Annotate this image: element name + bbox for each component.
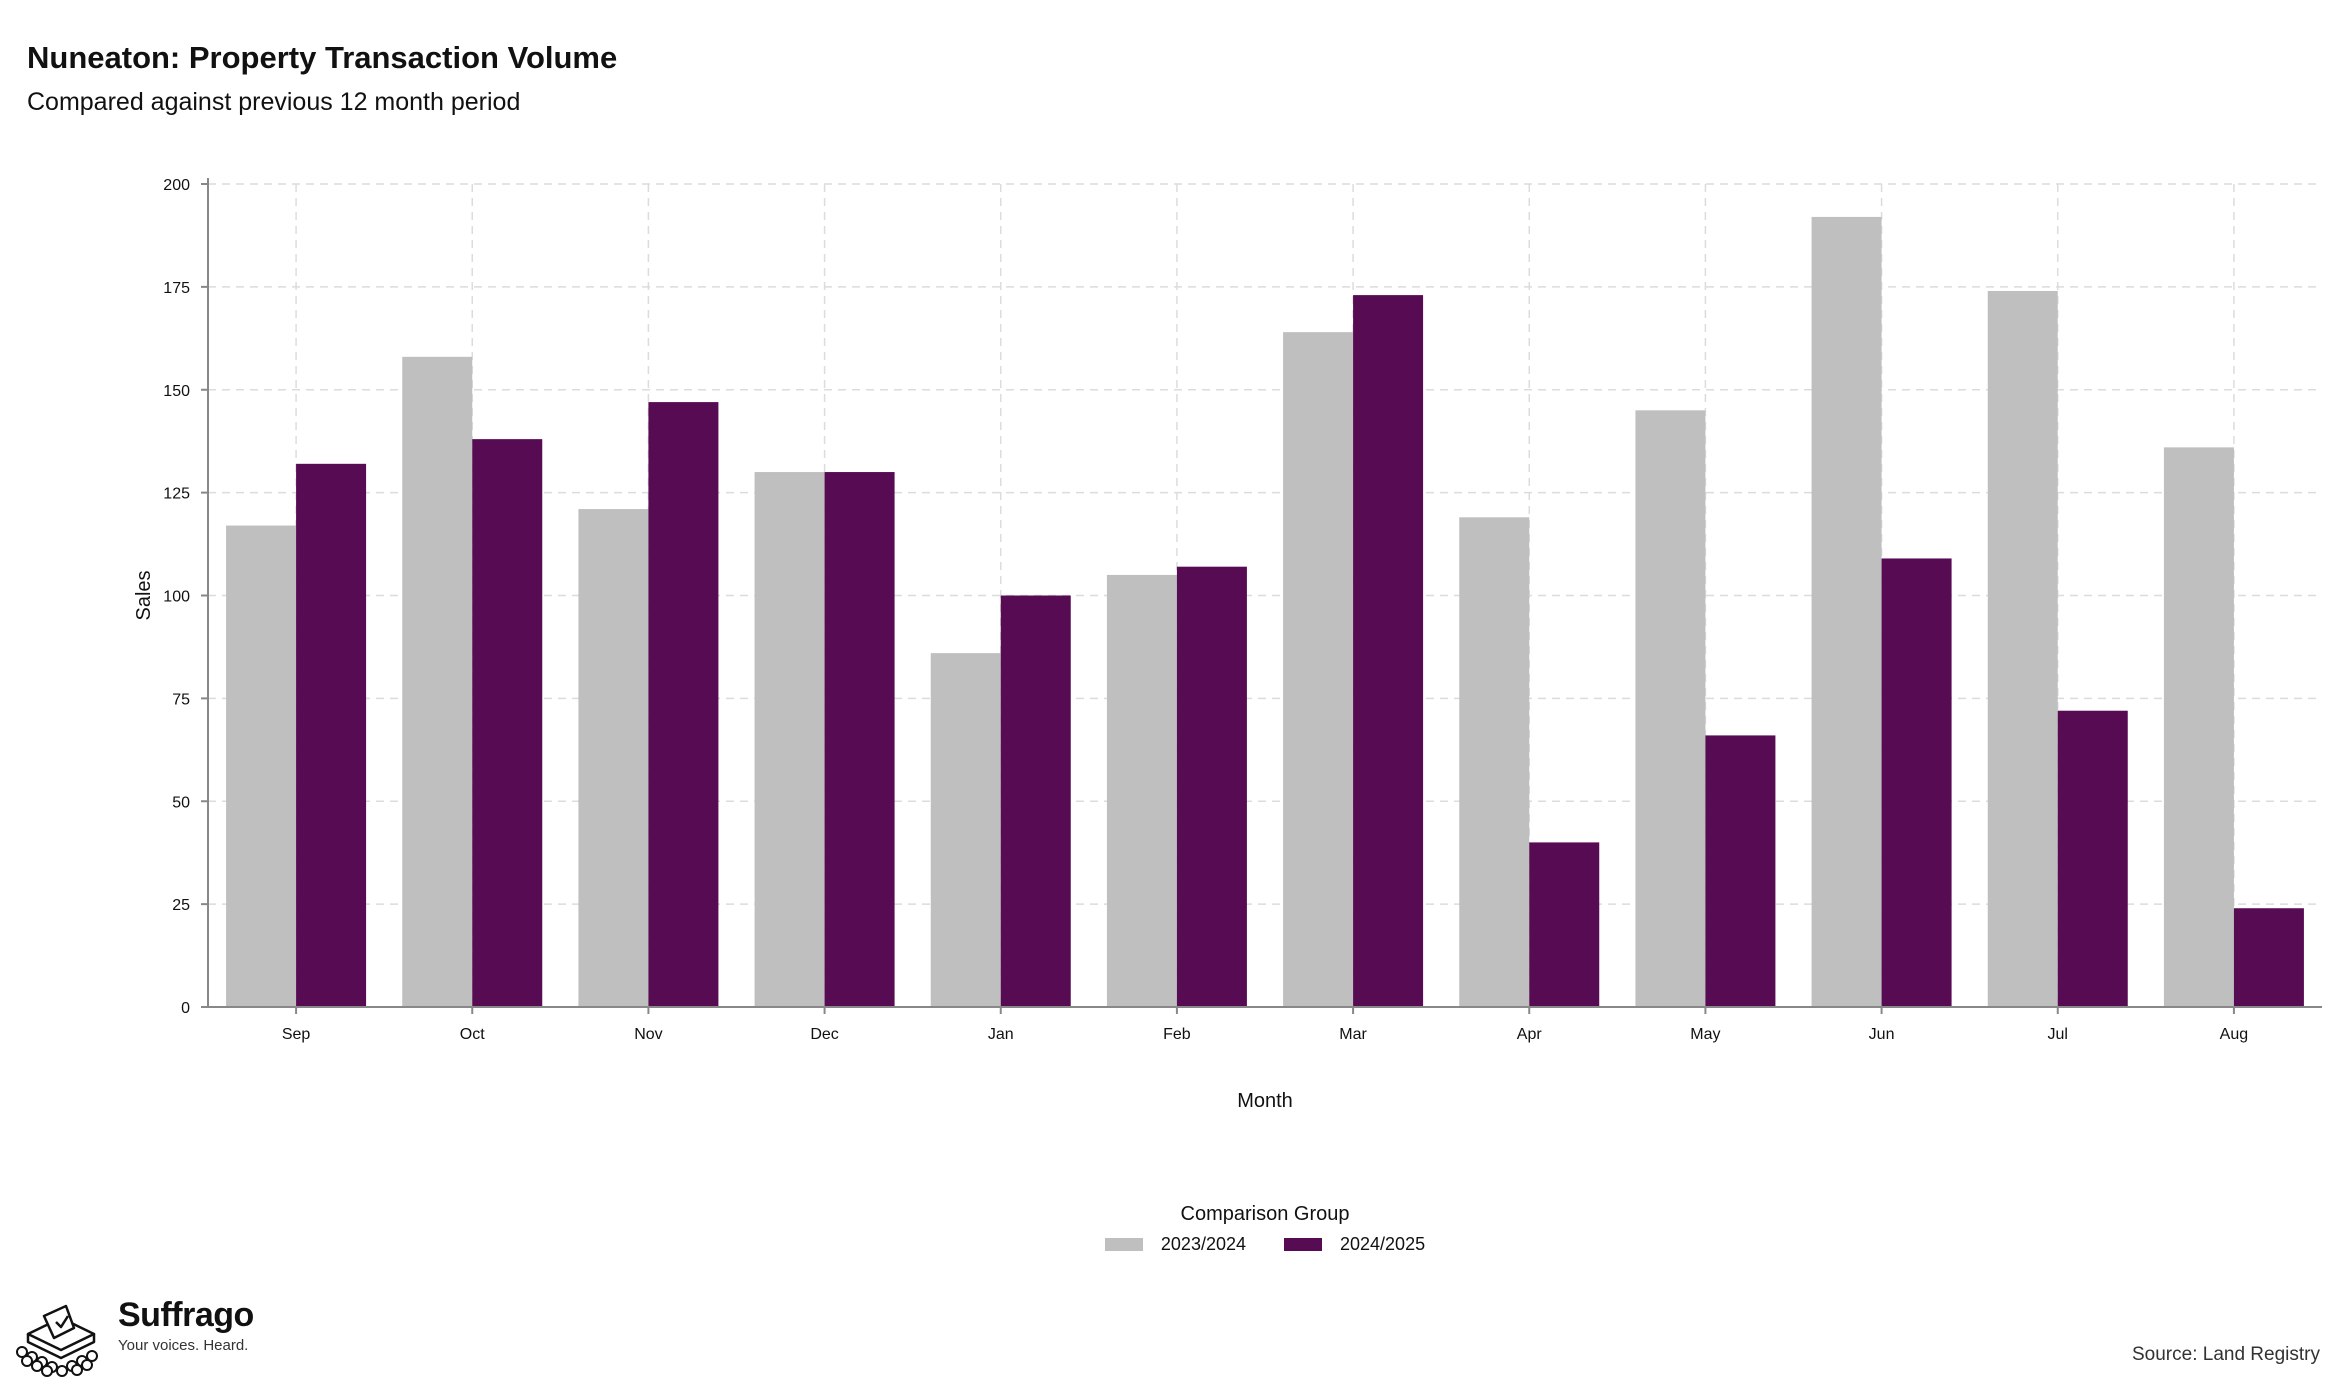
bar-2024-2025-jul bbox=[2057, 710, 2128, 1007]
brand-name: Suffrago bbox=[118, 1296, 254, 1334]
legend-item: 2024/2025 bbox=[1284, 1234, 1425, 1255]
bar-2023-2024-oct bbox=[402, 356, 473, 1008]
bar-2024-2025-sep bbox=[296, 463, 367, 1007]
y-tick-label: 175 bbox=[163, 280, 190, 297]
legend-title: Comparison Group bbox=[1180, 1203, 1350, 1225]
bar-2024-2025-mar bbox=[1353, 295, 1424, 1008]
bar-2024-2025-apr bbox=[1529, 842, 1600, 1007]
bar-2024-2025-oct bbox=[472, 439, 543, 1007]
y-tick-label: 100 bbox=[163, 589, 190, 606]
legend-item: 2023/2024 bbox=[1104, 1234, 1246, 1255]
bar-2024-2025-feb bbox=[1176, 566, 1247, 1007]
y-tick-label: 50 bbox=[172, 794, 190, 811]
x-tick-label: Jan bbox=[988, 1026, 1014, 1043]
x-tick-label: Nov bbox=[634, 1026, 662, 1043]
bar-2023-2024-apr bbox=[1459, 517, 1530, 1007]
bar-2023-2024-dec bbox=[754, 472, 825, 1007]
bar-2023-2024-nov bbox=[578, 509, 649, 1007]
x-tick-label: Apr bbox=[1517, 1026, 1543, 1043]
legend-swatch bbox=[1104, 1238, 1143, 1251]
bar-2023-2024-may bbox=[1635, 410, 1706, 1007]
bar-2024-2025-nov bbox=[648, 402, 719, 1008]
legend-label: 2024/2025 bbox=[1340, 1234, 1426, 1254]
bar-2023-2024-aug bbox=[2163, 447, 2234, 1007]
bar-2024-2025-aug bbox=[2233, 908, 2304, 1007]
x-tick-label: Jul bbox=[2048, 1026, 2068, 1043]
x-axis-title: Month bbox=[1237, 1090, 1293, 1112]
bar-chart: 0 25 50 75 100 125 150 175 200 Sep Oct Nov Dec Jan Feb… bbox=[133, 177, 2322, 1112]
y-tick-label: 75 bbox=[172, 691, 190, 708]
legend-label: 2023/2024 bbox=[1160, 1234, 1246, 1254]
y-tick-label: 200 bbox=[163, 177, 190, 194]
brand-tagline: Your voices. Heard. bbox=[118, 1337, 249, 1354]
x-tick-label: May bbox=[1690, 1026, 1720, 1043]
bar-2024-2025-dec bbox=[824, 472, 895, 1007]
brand-logo: Suffrago Your voices. Heard. bbox=[14, 1296, 254, 1378]
bar-2023-2024-feb bbox=[1106, 574, 1177, 1007]
x-tick-label: Dec bbox=[810, 1026, 838, 1043]
bar-2024-2025-jun bbox=[1881, 558, 1952, 1007]
bar-2023-2024-jul bbox=[1987, 290, 2058, 1007]
y-tick-label: 150 bbox=[163, 383, 190, 400]
bar-2023-2024-jan bbox=[930, 653, 1001, 1007]
x-tick-label: Jun bbox=[1869, 1026, 1895, 1043]
bar-2024-2025-may bbox=[1705, 735, 1776, 1007]
legend: Comparison Group 2023/2024 2024/2025 bbox=[1095, 1203, 1435, 1255]
x-tick-label: Aug bbox=[2220, 1026, 2248, 1043]
bars bbox=[226, 216, 2304, 1008]
bar-2024-2025-jan bbox=[1000, 595, 1071, 1007]
x-tick-label: Oct bbox=[460, 1026, 485, 1043]
y-axis-title: Sales bbox=[133, 570, 155, 620]
x-tick-label: Mar bbox=[1339, 1026, 1367, 1043]
bar-2023-2024-mar bbox=[1283, 332, 1354, 1007]
axes bbox=[201, 178, 2322, 1014]
ballot-box-icon bbox=[16, 1304, 98, 1377]
x-tick-label: Feb bbox=[1163, 1026, 1191, 1043]
bar-2023-2024-sep bbox=[226, 525, 297, 1007]
legend-items: 2023/2024 2024/2025 bbox=[1095, 1234, 1435, 1255]
y-tick-label: 0 bbox=[181, 1000, 190, 1017]
y-tick-label: 125 bbox=[163, 486, 190, 503]
chart-subtitle: Compared against previous 12 month perio… bbox=[27, 88, 521, 116]
tick-labels: 0 25 50 75 100 125 150 175 200 Sep Oct Nov Dec Jan Feb… bbox=[163, 177, 2248, 1043]
x-tick-label: Sep bbox=[282, 1026, 311, 1043]
bar-2023-2024-jun bbox=[1811, 216, 1882, 1008]
legend-swatch bbox=[1284, 1238, 1322, 1251]
chart-title: Nuneaton: Property Transaction Volume bbox=[27, 40, 618, 75]
source-note: Source: Land Registry bbox=[2132, 1344, 2320, 1365]
y-tick-label: 25 bbox=[172, 897, 190, 914]
